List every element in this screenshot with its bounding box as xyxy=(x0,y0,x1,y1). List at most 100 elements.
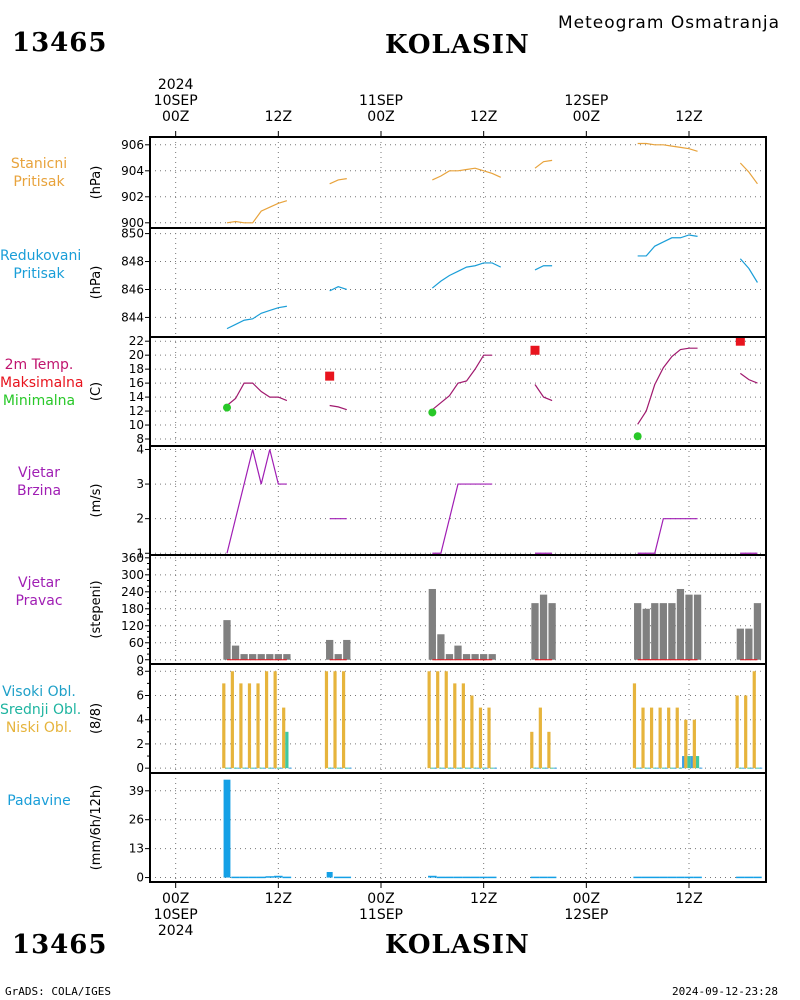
panel-label-line: Stanicni xyxy=(10,156,68,172)
time-label: 2024 10SEP 00Z xyxy=(136,77,216,125)
y-tick-label: 1 xyxy=(136,546,144,560)
hour-label: 00Z xyxy=(161,109,190,125)
low-cloud-bar xyxy=(453,683,457,769)
wind-dir-bar xyxy=(539,594,548,660)
hour-label: 00Z xyxy=(367,109,395,125)
wind-dir-bar xyxy=(651,603,659,660)
low-cloud-bar xyxy=(641,707,645,769)
panel-label-wind-speed: Vjetar Brzina xyxy=(0,464,78,500)
panel-label-line: Pritisak xyxy=(13,266,65,282)
grads-credit: GrADS: COLA/IGES xyxy=(5,985,111,998)
y-tick-label: 902 xyxy=(121,190,144,204)
y-axis-unit: (m/s) xyxy=(89,484,104,518)
y-tick-label: 846 xyxy=(121,282,144,296)
y-tick-label: 60 xyxy=(129,636,144,650)
low-cloud-bar xyxy=(341,671,346,769)
low-cloud-bar xyxy=(230,671,234,769)
date-label: 11SEP xyxy=(359,93,403,109)
y-tick-label: 906 xyxy=(121,138,144,152)
y-axis-unit: (stepeni) xyxy=(89,580,104,638)
panel-label-station-pressure: Stanicni Pritisak xyxy=(0,155,78,191)
panel-label-wind-direction: Vjetar Pravac xyxy=(0,574,78,610)
mid-cloud-bar xyxy=(695,756,700,769)
wind-dir-bar xyxy=(428,588,436,660)
y-tick-label: 8 xyxy=(136,664,144,678)
series-line xyxy=(226,449,287,554)
y-tick-label: 120 xyxy=(121,619,144,633)
y-tick-label: 4 xyxy=(136,442,144,456)
time-label: 00Z 10SEP 2024 xyxy=(136,891,216,939)
low-cloud-bar xyxy=(684,719,688,769)
panel-label-temperature: 2m Temp. Maksimalna Minimalna xyxy=(0,356,84,410)
hour-label: 00Z xyxy=(161,891,190,907)
low-cloud-bar xyxy=(675,707,679,769)
series-line xyxy=(637,142,698,152)
y-tick-label: 844 xyxy=(121,310,144,324)
precip-bar xyxy=(248,876,257,879)
y-tick-label: 22 xyxy=(129,334,144,348)
series-line xyxy=(432,483,493,554)
time-label: 12Z xyxy=(649,891,729,939)
wind-dir-bar xyxy=(753,603,762,660)
series-line xyxy=(226,200,288,224)
wind-dir-bar xyxy=(685,594,693,660)
date-label: 11SEP xyxy=(359,907,403,923)
low-cloud-bar xyxy=(667,707,671,769)
wind-dir-bar xyxy=(283,654,291,660)
low-cloud-bar xyxy=(436,671,440,769)
wind-dir-bar xyxy=(240,654,248,660)
precip-bar xyxy=(736,876,745,879)
time-label: 12Z xyxy=(444,77,524,125)
temp-line xyxy=(637,347,698,425)
low-cloud-bar xyxy=(470,695,474,769)
y-tick-label: 904 xyxy=(121,164,144,178)
hour-label: 12Z xyxy=(675,891,703,907)
wind-dir-bar xyxy=(676,588,685,660)
wind-dir-bar xyxy=(693,594,702,660)
y-axis-unit: (C) xyxy=(89,382,104,401)
low-cloud-bar xyxy=(461,683,465,769)
low-cloud-bar xyxy=(752,671,756,769)
precip-bar xyxy=(462,876,471,879)
panel-label-reduced-pressure: Redukovani Pritisak xyxy=(0,247,81,283)
panel-frame xyxy=(149,336,767,447)
precip-bar xyxy=(223,779,231,878)
time-label: 12Z xyxy=(444,891,524,939)
time-label: 12Z xyxy=(649,77,729,125)
y-tick-label: 0 xyxy=(136,871,144,885)
station-name-bottom: KOLASIN xyxy=(385,930,530,960)
precip-bar xyxy=(445,876,454,879)
y-tick-label: 240 xyxy=(121,585,144,599)
y-tick-label: 16 xyxy=(129,376,144,390)
y-tick-label: 0 xyxy=(136,653,144,667)
wind-dir-bar xyxy=(326,639,334,660)
wind-dir-bar xyxy=(659,603,667,660)
wind-dir-bar xyxy=(668,603,676,660)
low-cloud-bar xyxy=(735,695,739,769)
low-cloud-bar xyxy=(324,671,329,769)
temp-line xyxy=(329,404,347,411)
low-cloud-bar xyxy=(692,719,696,769)
mid-cloud-bar xyxy=(687,756,691,769)
panel-frame xyxy=(149,772,767,883)
meteogram-title: Meteogram Osmatranja xyxy=(558,13,781,33)
time-label: 12SEP 00Z xyxy=(546,77,626,125)
y-tick-label: 0 xyxy=(136,761,144,775)
wind-dir-bar xyxy=(454,645,462,660)
y-tick-label: 39 xyxy=(129,784,144,798)
wind-dir-bar xyxy=(334,654,342,660)
panel-label-line: Minimalna xyxy=(2,393,76,409)
panel-label-line: Vjetar xyxy=(18,575,60,591)
low-cloud-bar xyxy=(649,707,654,769)
low-cloud-bar xyxy=(239,683,243,769)
series-line xyxy=(637,518,698,554)
precip-bar xyxy=(684,876,694,879)
station-name-top: KOLASIN xyxy=(385,30,530,60)
y-tick-label: 300 xyxy=(121,568,144,582)
precip-bar xyxy=(633,876,642,879)
y-tick-label: 14 xyxy=(129,390,144,404)
date-label: 12SEP xyxy=(564,93,609,109)
panel-label-line: Visoki Obl. xyxy=(2,684,76,700)
panel-reduced-pressure: 844 846 848 850 (hPa) xyxy=(89,227,767,338)
tmax-marker xyxy=(325,371,335,381)
